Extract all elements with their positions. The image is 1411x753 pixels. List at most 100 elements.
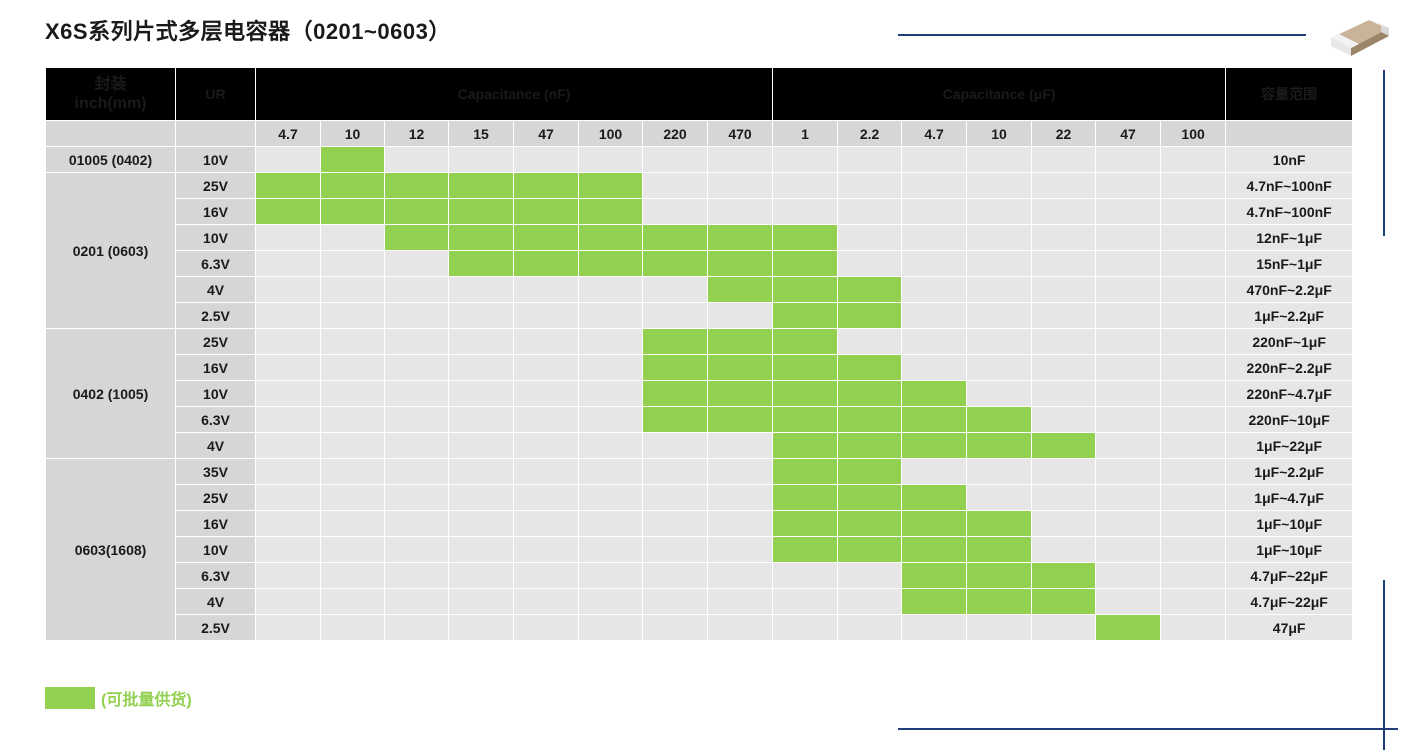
empty-cell (1160, 562, 1227, 589)
subheader-blank (175, 120, 256, 147)
available-cell (901, 484, 968, 511)
empty-cell (255, 406, 321, 433)
available-cell (901, 562, 968, 589)
empty-cell (1095, 536, 1162, 563)
capacitance-column-header: 4.7 (901, 120, 968, 147)
empty-cell (578, 510, 643, 537)
empty-cell (1160, 588, 1227, 615)
available-cell (706, 224, 774, 251)
table-row: 16V 1μF~10μF (46, 510, 1354, 537)
empty-cell (901, 458, 968, 485)
available-cell (901, 432, 968, 459)
capacitance-range: 220nF~10μF (1225, 406, 1354, 433)
empty-cell (901, 172, 968, 199)
available-cell (513, 198, 579, 225)
empty-cell (642, 432, 708, 459)
available-cell (837, 406, 903, 433)
empty-cell (1031, 276, 1097, 303)
available-cell (706, 250, 774, 277)
empty-cell (578, 562, 643, 589)
capacitance-range: 15nF~1μF (1225, 250, 1354, 277)
empty-cell (1095, 458, 1162, 485)
empty-cell (255, 458, 321, 485)
empty-cell (642, 536, 708, 563)
table-row: 10V 220nF~4.7μF (46, 380, 1354, 407)
package-size: 0201 (0603) (45, 172, 176, 329)
empty-cell (384, 354, 449, 381)
empty-cell (837, 614, 903, 641)
rated-voltage: 16V (175, 198, 256, 225)
empty-cell (1160, 432, 1227, 459)
capacitance-column-header: 15 (448, 120, 514, 147)
empty-cell (513, 432, 579, 459)
empty-cell (642, 198, 708, 225)
package-size: 01005 (0402) (45, 146, 176, 173)
empty-cell (384, 276, 449, 303)
table-row: 10V 1μF~10μF (46, 536, 1354, 563)
available-cell (772, 276, 839, 303)
capacitance-column-header: 1 (772, 120, 839, 147)
empty-cell (448, 276, 514, 303)
empty-cell (448, 458, 514, 485)
available-cell (706, 406, 774, 433)
empty-cell (384, 614, 449, 641)
empty-cell (772, 614, 839, 641)
capacitance-column-header: 470 (706, 120, 774, 147)
rated-voltage: 6.3V (175, 406, 256, 433)
available-cell (642, 250, 708, 277)
table-row: 16V 220nF~2.2μF (46, 354, 1354, 381)
empty-cell (966, 328, 1033, 355)
available-cell (1031, 432, 1097, 459)
capacitance-range: 4.7μF~22μF (1225, 562, 1354, 589)
empty-cell (1095, 328, 1162, 355)
empty-cell (1031, 354, 1097, 381)
capacitance-range: 1μF~2.2μF (1225, 458, 1354, 485)
empty-cell (837, 224, 903, 251)
empty-cell (901, 354, 968, 381)
header-package: 封装 inch(mm) (45, 67, 176, 121)
available-cell (837, 302, 903, 329)
empty-cell (255, 562, 321, 589)
empty-cell (1095, 484, 1162, 511)
empty-cell (772, 562, 839, 589)
empty-cell (1160, 302, 1227, 329)
available-cell (772, 328, 839, 355)
empty-cell (1160, 354, 1227, 381)
empty-cell (255, 250, 321, 277)
rated-voltage: 2.5V (175, 302, 256, 329)
empty-cell (1095, 276, 1162, 303)
empty-cell (448, 536, 514, 563)
capacitance-column-header: 10 (966, 120, 1033, 147)
empty-cell (384, 302, 449, 329)
available-cell (513, 224, 579, 251)
empty-cell (320, 250, 385, 277)
available-cell (837, 510, 903, 537)
empty-cell (513, 484, 579, 511)
page-title: X6S系列片式多层电容器（0201~0603） (45, 19, 451, 44)
empty-cell (578, 276, 643, 303)
empty-cell (1160, 198, 1227, 225)
empty-cell (901, 146, 968, 173)
empty-cell (448, 432, 514, 459)
empty-cell (901, 302, 968, 329)
available-cell (966, 510, 1033, 537)
empty-cell (901, 328, 968, 355)
empty-cell (1160, 536, 1227, 563)
empty-cell (578, 458, 643, 485)
empty-cell (448, 588, 514, 615)
empty-cell (966, 198, 1033, 225)
available-cell (837, 432, 903, 459)
empty-cell (320, 432, 385, 459)
empty-cell (384, 328, 449, 355)
empty-cell (1095, 302, 1162, 329)
available-cell (384, 172, 449, 199)
empty-cell (1095, 432, 1162, 459)
empty-cell (966, 614, 1033, 641)
empty-cell (1031, 380, 1097, 407)
rated-voltage: 6.3V (175, 250, 256, 277)
empty-cell (448, 354, 514, 381)
available-cell (448, 198, 514, 225)
empty-cell (837, 146, 903, 173)
empty-cell (837, 198, 903, 225)
table-row: 6.3V 220nF~10μF (46, 406, 1354, 433)
